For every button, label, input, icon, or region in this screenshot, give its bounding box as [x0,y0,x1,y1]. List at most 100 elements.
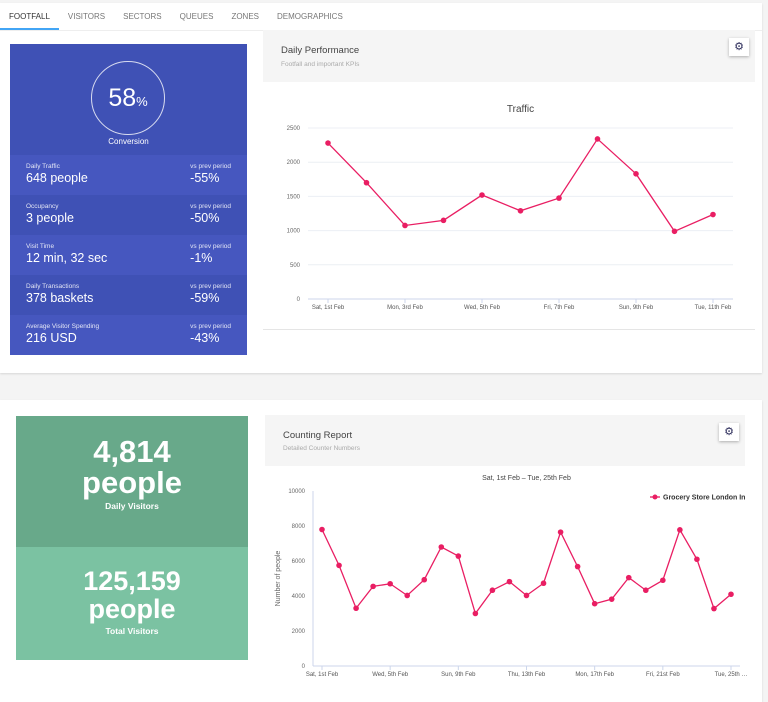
tab-bar: FOOTFALL VISITORS SECTORS QUEUES ZONES DEMOGR… [0,3,762,31]
kpi-change: -1% [190,251,213,265]
y-axis-label: Number of people [275,551,282,607]
x-tick-label: Sat, 1st Feb [306,672,339,678]
kpi-value: 378 baskets [26,291,94,305]
data-point [677,527,683,533]
x-tick-label: Sun, 9th Feb [441,672,476,678]
series-line [321,528,732,615]
data-point [421,576,428,583]
gear-icon[interactable]: ⚙ [729,38,749,56]
kpi-change: -59% [190,291,220,305]
y-tick-label: 1000 [287,229,301,235]
y-tick-label: 1500 [287,194,301,200]
kpi-compare-label: vs prev period [190,203,231,210]
data-point [370,583,376,590]
data-point [728,591,734,598]
data-point [438,544,445,550]
data-point [594,136,601,142]
total-visitors-label: Total Visitors [105,626,159,636]
kpi-row: Average Visitor Spending 216 USD vs prev p… [10,315,247,355]
data-point [625,574,632,581]
kpi-label: Occupancy [26,203,59,210]
kpi-label: Average Visitor Spending [26,323,100,330]
visitors-card: 4,814 people Daily Visitors 125,159 peop… [0,400,762,702]
panel-subtitle: Footfall and important KPIs [281,61,360,68]
data-point [319,526,325,533]
tab-demographics[interactable]: DEMOGRAPHICS [277,12,343,21]
data-point [660,577,666,584]
data-point [479,192,485,198]
data-point [557,529,564,535]
y-tick-label: 2000 [287,160,301,166]
kpi-label: Visit Time [26,243,55,250]
data-point [472,610,479,617]
data-point [591,600,598,607]
divider [263,329,755,330]
data-point [556,195,562,201]
y-tick-label: 8000 [292,524,306,530]
counting-chart: Sat, 1st Feb – Tue, 25th Feb 0 2000 4000 600… [275,475,748,678]
daily-performance-header: Daily Performance Footfall and important… [263,30,755,82]
data-point [402,222,408,229]
x-tick-label: Fri, 7th Feb [544,305,575,311]
y-tick-label: 0 [297,297,301,303]
legend-label: Grocery Store London In [663,495,745,502]
y-tick-label: 2000 [292,629,306,635]
data-point [711,605,717,612]
kpi-row: Occupancy 3 people vs prev period -50% [10,195,247,235]
tab-queues[interactable]: QUEUES [179,12,214,21]
gear-icon[interactable]: ⚙ [719,423,739,441]
x-tick-label: Tue, 11th Feb [695,305,732,311]
data-point [363,179,370,186]
kpi-value: 216 USD [26,331,77,345]
x-tick-label: Sun, 9th Feb [619,305,654,311]
total-visitors-value: 125,159 [83,566,181,596]
data-point [440,217,447,224]
daily-visitors-tile: 4,814 people Daily Visitors [16,416,248,547]
daily-visitors-label: Daily Visitors [105,501,159,511]
kpi-value: 3 people [26,211,74,225]
data-point [540,580,547,587]
data-point [353,605,359,612]
data-point [517,207,524,214]
data-point [523,592,530,599]
conversion-value: 58 [108,84,137,112]
kpi-change: -50% [190,211,220,225]
x-tick-label: Fri, 21st Feb [646,672,680,678]
kpi-change: -55% [190,171,220,185]
tab-sectors[interactable]: SECTORS [123,12,162,21]
data-point [506,578,513,585]
conversion-label: Conversion [108,137,149,146]
footfall-card: FOOTFALL VISITORS SECTORS QUEUES ZONES DEMOGR… [0,3,762,373]
total-visitors-unit: people [88,594,176,624]
y-tick-label: 500 [290,263,301,269]
tab-zones[interactable]: ZONES [231,12,259,21]
panel-title: Daily Performance [281,45,360,56]
data-point [608,596,615,602]
tab-footfall[interactable]: FOOTFALL [0,3,59,30]
kpi-value: 12 min, 32 sec [26,251,108,265]
y-tick-label: 10000 [288,489,305,495]
daily-visitors-value: 4,814 [93,434,171,469]
traffic-chart: Traffic 0 500 1000 1500 2000 2500 Sat, 1st Feb M… [287,104,733,311]
y-tick-label: 4000 [292,594,306,600]
x-tick-label: Mon, 17th Feb [575,672,614,678]
x-tick-label: Tue, 25th … [715,672,748,678]
kpi-row: Daily Transactions 378 baskets vs prev per… [10,275,247,315]
kpi-compare-label: vs prev period [190,243,231,250]
panel-title: Counting Report [283,430,353,441]
kpi-row: Visit Time 12 min, 32 sec vs prev period -1… [10,235,247,275]
kpi-label: Daily Transactions [26,283,80,290]
series-line [327,137,714,233]
counting-report-header: Counting Report Detailed Counter Numbers… [265,415,745,466]
kpi-compare-label: vs prev period [190,163,231,170]
tab-visitors[interactable]: VISITORS [67,12,106,21]
x-tick-label: Sat, 1st Feb [312,305,345,311]
total-visitors-tile: 125,159 people Total Visitors [16,547,248,660]
data-point [404,592,411,599]
daily-visitors-unit: people [82,465,182,500]
kpi-panel: 58% Conversion Daily Traffic 648 people vs… [10,44,247,355]
data-point [710,211,716,218]
legend-marker [652,494,658,500]
data-point [633,171,639,177]
data-point [574,563,581,570]
